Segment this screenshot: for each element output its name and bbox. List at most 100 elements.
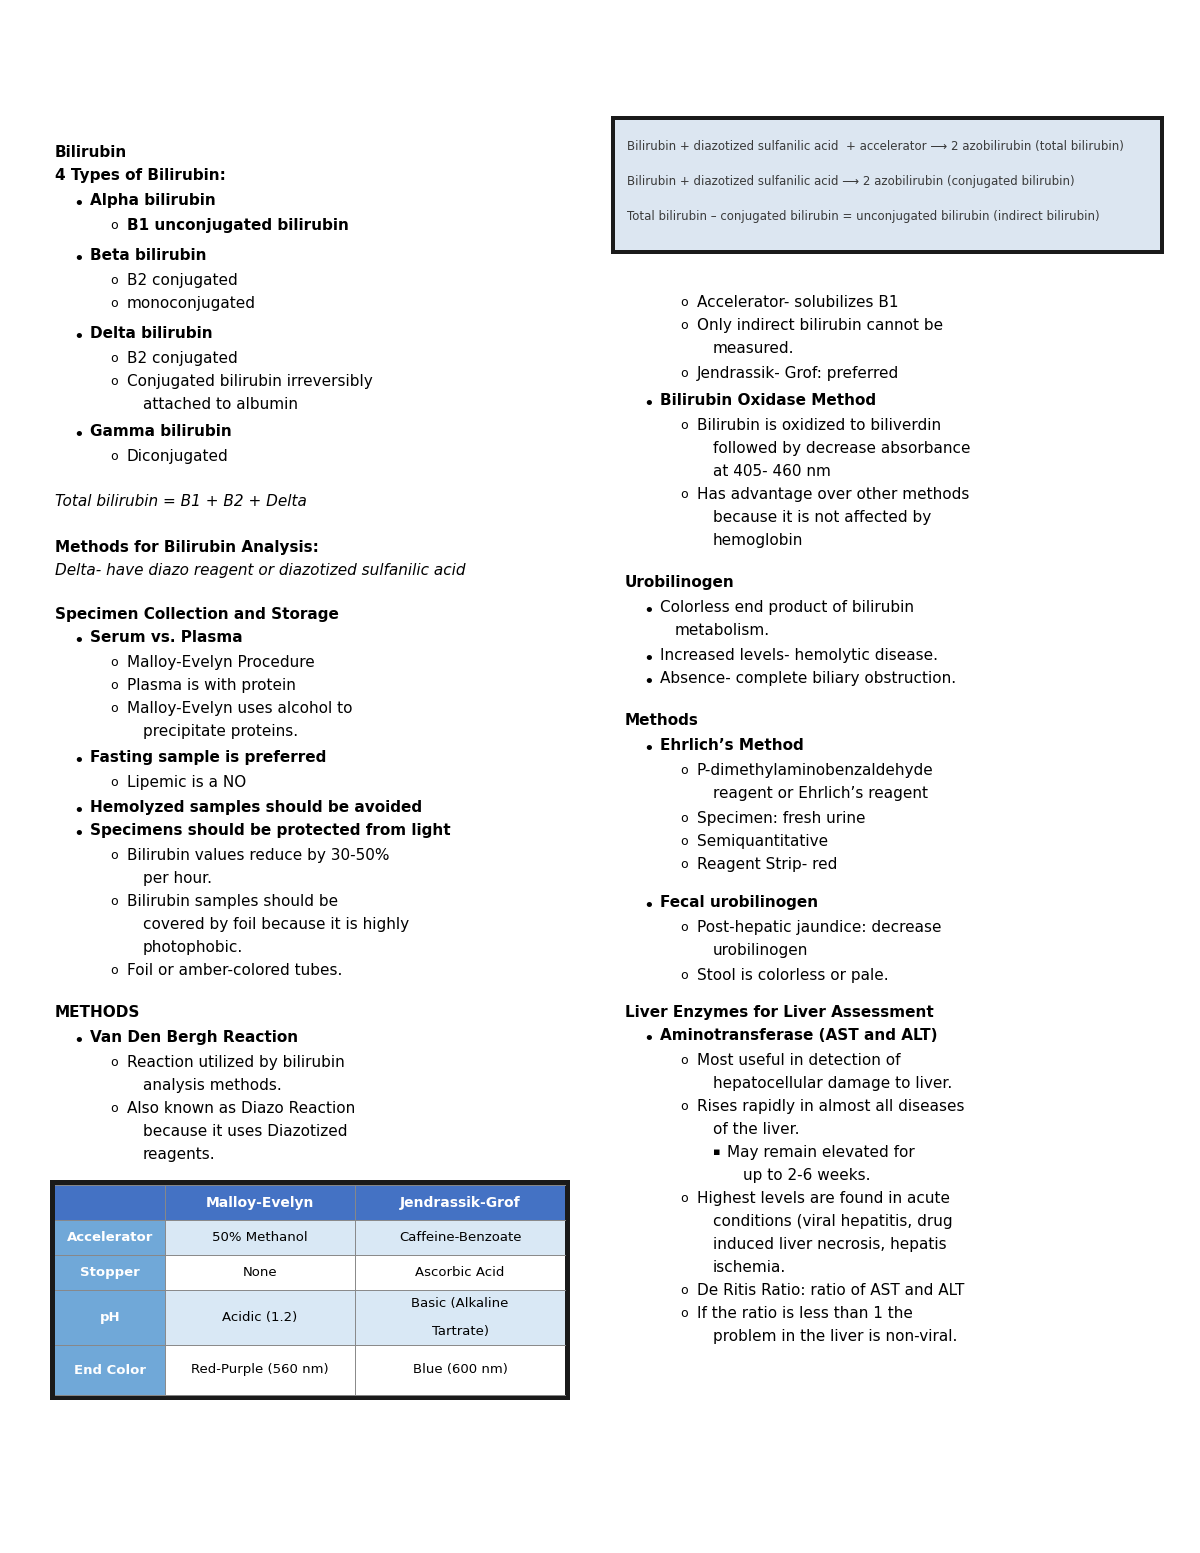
- Text: o: o: [110, 450, 118, 463]
- Text: Urobilinogen: Urobilinogen: [625, 575, 734, 590]
- FancyBboxPatch shape: [55, 1291, 166, 1345]
- Text: o: o: [680, 836, 688, 848]
- Text: o: o: [680, 921, 688, 933]
- Text: 50% Methanol: 50% Methanol: [212, 1232, 308, 1244]
- Text: De Ritis Ratio: ratio of AST and ALT: De Ritis Ratio: ratio of AST and ALT: [697, 1283, 965, 1298]
- Text: because it is not affected by: because it is not affected by: [713, 509, 931, 525]
- Text: Liver Enzymes for Liver Assessment: Liver Enzymes for Liver Assessment: [625, 1005, 934, 1020]
- Text: o: o: [110, 374, 118, 388]
- Text: End Color: End Color: [74, 1364, 146, 1376]
- Text: B2 conjugated: B2 conjugated: [127, 273, 238, 287]
- Text: Rises rapidly in almost all diseases: Rises rapidly in almost all diseases: [697, 1100, 965, 1114]
- Text: reagent or Ehrlich’s reagent: reagent or Ehrlich’s reagent: [713, 786, 928, 801]
- Text: analysis methods.: analysis methods.: [143, 1078, 282, 1093]
- Text: Delta bilirubin: Delta bilirubin: [90, 326, 212, 342]
- Text: problem in the liver is non-viral.: problem in the liver is non-viral.: [713, 1329, 958, 1343]
- Text: •: •: [73, 632, 84, 651]
- Text: •: •: [643, 651, 654, 668]
- Text: o: o: [110, 679, 118, 693]
- Text: Malloy-Evelyn Procedure: Malloy-Evelyn Procedure: [127, 655, 314, 669]
- Text: Jendrassik- Grof: preferred: Jendrassik- Grof: preferred: [697, 367, 899, 380]
- Text: urobilinogen: urobilinogen: [713, 943, 809, 958]
- Text: Specimen: fresh urine: Specimen: fresh urine: [697, 811, 865, 826]
- Text: o: o: [110, 895, 118, 909]
- Text: •: •: [73, 250, 84, 269]
- Text: •: •: [73, 801, 84, 820]
- Text: Malloy-Evelyn uses alcohol to: Malloy-Evelyn uses alcohol to: [127, 700, 353, 716]
- Text: Bilirubin: Bilirubin: [55, 144, 127, 160]
- Text: Ehrlich’s Method: Ehrlich’s Method: [660, 738, 804, 753]
- Text: P-dimethylaminobenzaldehyde: P-dimethylaminobenzaldehyde: [697, 763, 934, 778]
- Text: o: o: [680, 1284, 688, 1297]
- Text: Bilirubin is oxidized to biliverdin: Bilirubin is oxidized to biliverdin: [697, 418, 941, 433]
- Text: •: •: [73, 328, 84, 346]
- Text: o: o: [680, 764, 688, 776]
- Text: o: o: [110, 1056, 118, 1068]
- Text: Red-Purple (560 nm): Red-Purple (560 nm): [191, 1364, 329, 1376]
- FancyBboxPatch shape: [55, 1221, 166, 1255]
- Text: Stopper: Stopper: [80, 1266, 140, 1280]
- Text: o: o: [680, 1100, 688, 1114]
- Text: precipitate proteins.: precipitate proteins.: [143, 724, 298, 739]
- Text: ▪: ▪: [713, 1148, 720, 1157]
- Text: Van Den Bergh Reaction: Van Den Bergh Reaction: [90, 1030, 298, 1045]
- Text: •: •: [643, 603, 654, 620]
- Text: •: •: [73, 1033, 84, 1050]
- Text: •: •: [643, 739, 654, 758]
- Text: Stool is colorless or pale.: Stool is colorless or pale.: [697, 968, 889, 983]
- Text: Gamma bilirubin: Gamma bilirubin: [90, 424, 232, 439]
- FancyBboxPatch shape: [166, 1221, 565, 1255]
- Text: o: o: [110, 849, 118, 862]
- Text: Serum vs. Plasma: Serum vs. Plasma: [90, 631, 242, 644]
- Text: pH: pH: [100, 1311, 120, 1325]
- Text: reagents.: reagents.: [143, 1148, 216, 1162]
- Text: Increased levels- hemolytic disease.: Increased levels- hemolytic disease.: [660, 648, 938, 663]
- Text: o: o: [110, 702, 118, 714]
- Text: Colorless end product of bilirubin: Colorless end product of bilirubin: [660, 599, 914, 615]
- Text: covered by foil because it is highly: covered by foil because it is highly: [143, 916, 409, 932]
- Text: Only indirect bilirubin cannot be: Only indirect bilirubin cannot be: [697, 318, 943, 332]
- Text: o: o: [680, 969, 688, 981]
- Text: Alpha bilirubin: Alpha bilirubin: [90, 193, 216, 208]
- Text: •: •: [643, 394, 654, 413]
- Text: photophobic.: photophobic.: [143, 940, 244, 955]
- Text: Total bilirubin = B1 + B2 + Delta: Total bilirubin = B1 + B2 + Delta: [55, 494, 307, 509]
- Text: up to 2-6 weeks.: up to 2-6 weeks.: [743, 1168, 870, 1183]
- Text: Post-hepatic jaundice: decrease: Post-hepatic jaundice: decrease: [697, 919, 942, 935]
- Text: Ascorbic Acid: Ascorbic Acid: [415, 1266, 505, 1280]
- Text: 4 Types of Bilirubin:: 4 Types of Bilirubin:: [55, 168, 226, 183]
- FancyBboxPatch shape: [166, 1291, 565, 1345]
- Text: Reagent Strip- red: Reagent Strip- red: [697, 857, 838, 871]
- Text: Acidic (1.2): Acidic (1.2): [222, 1311, 298, 1325]
- Text: Jendrassik-Grof: Jendrassik-Grof: [400, 1196, 521, 1210]
- Text: Diconjugated: Diconjugated: [127, 449, 229, 464]
- Text: Specimen Collection and Storage: Specimen Collection and Storage: [55, 607, 338, 623]
- Text: per hour.: per hour.: [143, 871, 212, 887]
- Text: Aminotransferase (AST and ALT): Aminotransferase (AST and ALT): [660, 1028, 937, 1044]
- Text: Bilirubin + diazotized sulfanilic acid  + accelerator ⟶ 2 azobilirubin (total bi: Bilirubin + diazotized sulfanilic acid +…: [628, 140, 1124, 154]
- FancyBboxPatch shape: [55, 1345, 166, 1395]
- Text: Basic (Alkaline: Basic (Alkaline: [412, 1297, 509, 1311]
- Text: Caffeine-Benzoate: Caffeine-Benzoate: [398, 1232, 521, 1244]
- Text: B1 unconjugated bilirubin: B1 unconjugated bilirubin: [127, 217, 349, 233]
- Text: o: o: [110, 655, 118, 669]
- Text: Plasma is with protein: Plasma is with protein: [127, 679, 296, 693]
- Text: •: •: [643, 672, 654, 691]
- Text: Accelerator- solubilizes B1: Accelerator- solubilizes B1: [697, 295, 899, 311]
- Text: o: o: [680, 857, 688, 871]
- Text: of the liver.: of the liver.: [713, 1121, 799, 1137]
- Text: o: o: [680, 1193, 688, 1205]
- Text: o: o: [680, 318, 688, 332]
- Text: o: o: [110, 297, 118, 311]
- FancyBboxPatch shape: [55, 1255, 166, 1291]
- Text: None: None: [242, 1266, 277, 1280]
- Text: Lipemic is a NO: Lipemic is a NO: [127, 775, 246, 790]
- Text: o: o: [680, 812, 688, 825]
- Text: Total bilirubin – conjugated bilirubin = unconjugated bilirubin (indirect biliru: Total bilirubin – conjugated bilirubin =…: [628, 210, 1099, 224]
- Text: Highest levels are found in acute: Highest levels are found in acute: [697, 1191, 950, 1207]
- Text: Reaction utilized by bilirubin: Reaction utilized by bilirubin: [127, 1054, 344, 1070]
- Text: o: o: [680, 1054, 688, 1067]
- Text: o: o: [680, 367, 688, 380]
- Text: measured.: measured.: [713, 342, 794, 356]
- Text: hepatocellular damage to liver.: hepatocellular damage to liver.: [713, 1076, 953, 1092]
